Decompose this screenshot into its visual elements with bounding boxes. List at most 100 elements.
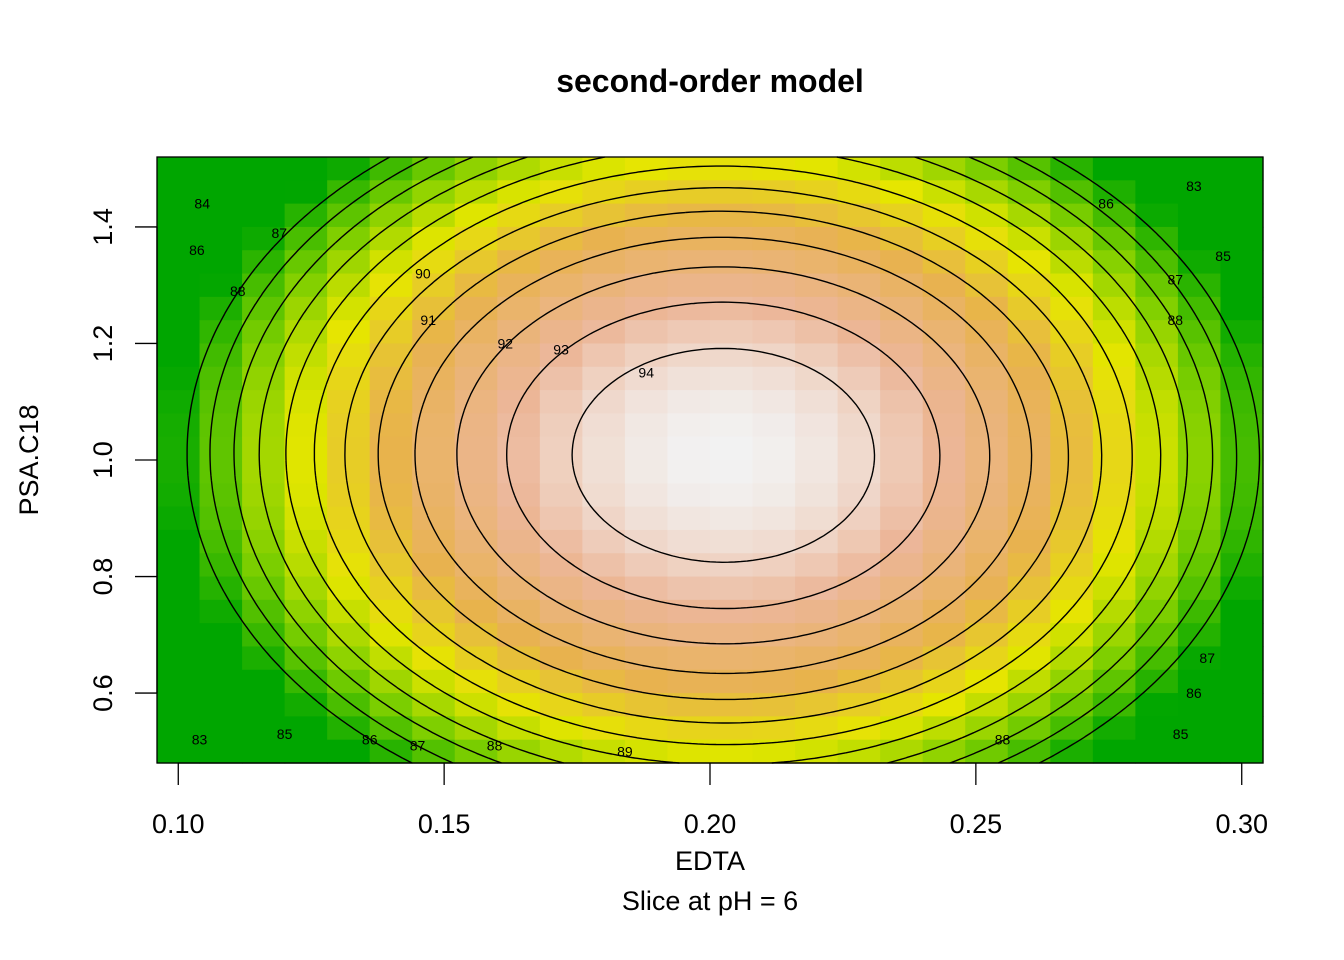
- heatmap-cell: [795, 506, 839, 531]
- heatmap-cell: [667, 529, 711, 554]
- heatmap-cell: [752, 180, 796, 205]
- heatmap-cell: [1092, 483, 1136, 508]
- heatmap-cell: [327, 506, 371, 531]
- heatmap-cell: [1220, 413, 1264, 438]
- heatmap-cell: [1007, 693, 1051, 717]
- heatmap-cell: [752, 296, 796, 321]
- heatmap-cell: [880, 320, 924, 345]
- heatmap-cell: [965, 273, 1009, 298]
- heatmap-cell: [922, 460, 966, 484]
- heatmap-cell: [710, 296, 754, 321]
- contour-label-93: 93: [553, 341, 569, 357]
- heatmap-cell: [710, 483, 754, 508]
- heatmap-cell: [369, 343, 413, 368]
- heatmap-cell: [157, 250, 201, 275]
- heatmap-cell: [582, 273, 626, 298]
- heatmap-cell: [369, 529, 413, 554]
- heatmap-cell: [624, 390, 669, 414]
- heatmap-cell: [795, 553, 839, 578]
- heatmap-cell: [1007, 739, 1051, 764]
- heatmap-cell: [795, 157, 839, 181]
- heatmap-cell: [880, 273, 924, 298]
- heatmap-cell: [710, 576, 754, 601]
- y-tick-label: 0.6: [88, 674, 118, 712]
- heatmap-cell: [837, 320, 881, 345]
- heatmap-cell: [327, 553, 371, 578]
- heatmap-cell: [1220, 436, 1264, 461]
- heatmap-cell: [1007, 296, 1051, 321]
- heatmap-cell: [965, 180, 1009, 205]
- heatmap-cell: [922, 669, 966, 694]
- heatmap-cell: [497, 413, 541, 438]
- contour-label-89: 89: [617, 743, 633, 759]
- heatmap-cell: [582, 203, 626, 228]
- heatmap-cell: [1135, 739, 1179, 764]
- heatmap-cell: [965, 413, 1009, 438]
- heatmap-cell: [539, 483, 583, 508]
- contour-line-89: [344, 187, 1103, 724]
- heatmap-cell: [454, 157, 498, 181]
- heatmap-cell: [710, 366, 754, 391]
- heatmap-cell: [454, 693, 498, 717]
- heatmap-cell: [582, 296, 626, 321]
- heatmap-cell: [1007, 483, 1051, 508]
- contour-line-86: [258, 156, 1189, 764]
- heatmap-cell: [1177, 599, 1222, 624]
- heatmap-cell: [795, 390, 839, 414]
- heatmap-cell: [667, 739, 711, 764]
- heatmap-cell: [412, 320, 456, 345]
- heatmap-cell: [412, 576, 456, 601]
- heatmap-cell: [1050, 553, 1094, 578]
- heatmap-cell: [582, 460, 626, 484]
- heatmap-cell: [412, 390, 456, 414]
- heatmap-cell: [199, 436, 243, 461]
- heatmap-cell: [327, 413, 371, 438]
- heatmap-cell: [412, 599, 456, 624]
- heatmap-cell: [497, 623, 541, 648]
- heatmap-cell: [1050, 436, 1094, 461]
- heatmap-cell: [412, 623, 456, 648]
- heatmap-cell: [242, 366, 286, 391]
- heatmap-cell: [327, 157, 371, 181]
- heatmap-cell: [752, 460, 796, 484]
- heatmap-cell: [965, 483, 1009, 508]
- heatmap-cell: [1177, 460, 1222, 484]
- heatmap-cell: [1177, 529, 1222, 554]
- heatmap-cell: [497, 157, 541, 181]
- heatmap-cell: [284, 739, 328, 764]
- heatmap-cell: [582, 250, 626, 275]
- heatmap-cell: [157, 506, 201, 531]
- heatmap-cell: [837, 296, 881, 321]
- heatmap-cell: [624, 273, 669, 298]
- heatmap-cell: [922, 483, 966, 508]
- heatmap-cell: [710, 460, 754, 484]
- heatmap-cell: [539, 203, 583, 228]
- heatmap-cell: [752, 436, 796, 461]
- heatmap-cell: [582, 599, 626, 624]
- heatmap-cell: [284, 529, 328, 554]
- heatmap-cell: [880, 739, 924, 764]
- heatmap-cell: [1007, 599, 1051, 624]
- heatmap-cell: [369, 599, 413, 624]
- heatmap-cell: [369, 180, 413, 205]
- heatmap-cell: [454, 390, 498, 414]
- heatmap-cell: [1220, 599, 1264, 624]
- heatmap-cell: [710, 623, 754, 648]
- heatmap-cell: [539, 273, 583, 298]
- heatmap-cell: [880, 390, 924, 414]
- heatmap-cell: [667, 320, 711, 345]
- contour-label-85: 85: [1215, 248, 1231, 264]
- heatmap-cell: [1135, 693, 1179, 717]
- heatmap-cell: [752, 250, 796, 275]
- heatmap-cell: [795, 739, 839, 764]
- heatmap-cell: [539, 669, 583, 694]
- heatmap-cell: [412, 296, 456, 321]
- heatmap-cell: [284, 343, 328, 368]
- heatmap-cell: [412, 250, 456, 275]
- heatmap-cell: [965, 320, 1009, 345]
- heatmap-cell: [1220, 646, 1264, 671]
- heatmap-cell: [242, 693, 286, 717]
- heatmap-cell: [412, 739, 456, 764]
- heatmap-cell: [284, 669, 328, 694]
- heatmap-cell: [837, 250, 881, 275]
